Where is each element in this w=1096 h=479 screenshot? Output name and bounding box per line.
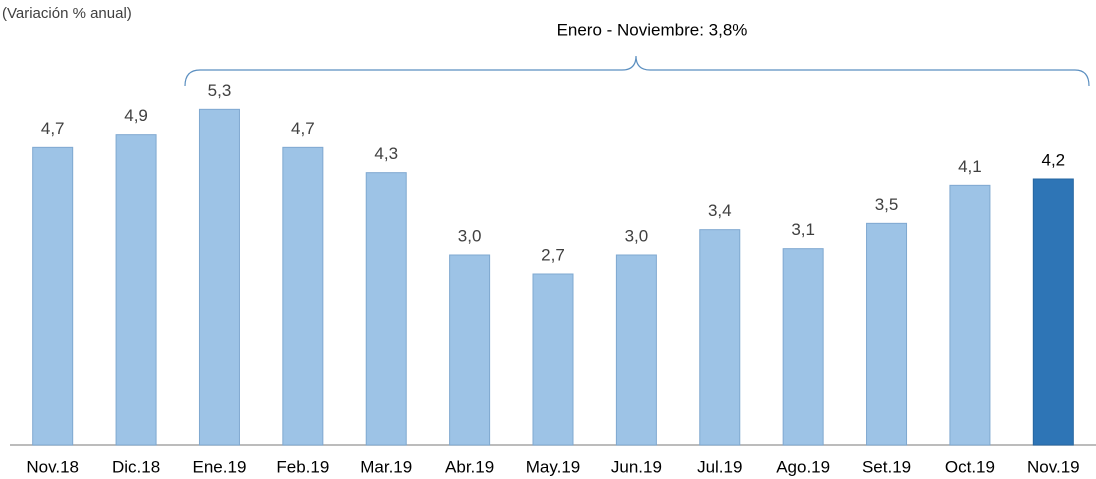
value-label: 4,7 <box>291 119 315 138</box>
bar <box>115 134 157 446</box>
value-label: 3,5 <box>875 195 899 214</box>
bar <box>699 229 741 446</box>
x-tick-label: Nov.18 <box>26 457 79 476</box>
value-label: 2,7 <box>541 245 565 264</box>
x-tick-label: Ene.19 <box>193 457 247 476</box>
x-tick-label: Mar.19 <box>360 457 412 476</box>
annotation: Enero - Noviembre: 3,8% <box>557 20 748 39</box>
value-label: 4,7 <box>41 119 65 138</box>
x-tick-label: Feb.19 <box>276 457 329 476</box>
value-label: 3,4 <box>708 201 732 220</box>
bar <box>198 108 240 446</box>
x-tick-label: Ago.19 <box>776 457 830 476</box>
chart-subtitle: (Variación % anual) <box>2 5 132 22</box>
bar <box>615 254 657 446</box>
x-tick-label: Jun.19 <box>611 457 662 476</box>
value-label: 3,0 <box>625 226 649 245</box>
value-label: 3,0 <box>458 226 482 245</box>
bar <box>282 146 324 446</box>
x-tick-label: Jul.19 <box>697 457 742 476</box>
x-tick-label: Abr.19 <box>445 457 494 476</box>
value-label: 5,3 <box>208 81 232 100</box>
bar <box>532 273 574 446</box>
value-label: 4,2 <box>1041 150 1065 169</box>
x-tick-label: Nov.19 <box>1027 457 1080 476</box>
bar <box>866 222 908 446</box>
value-label: 4,9 <box>124 106 148 125</box>
value-label: 4,1 <box>958 157 982 176</box>
x-tick-label: May.19 <box>526 457 581 476</box>
bar <box>449 254 491 446</box>
bar <box>949 184 991 446</box>
bar <box>1032 178 1074 446</box>
value-label: 4,3 <box>374 144 398 163</box>
bar <box>32 146 74 446</box>
x-tick-label: Oct.19 <box>945 457 995 476</box>
x-tick-label: Set.19 <box>862 457 911 476</box>
bar <box>365 172 407 446</box>
brace <box>184 55 1090 87</box>
x-tick-label: Dic.18 <box>112 457 160 476</box>
value-label: 3,1 <box>791 220 815 239</box>
bar <box>782 248 824 446</box>
